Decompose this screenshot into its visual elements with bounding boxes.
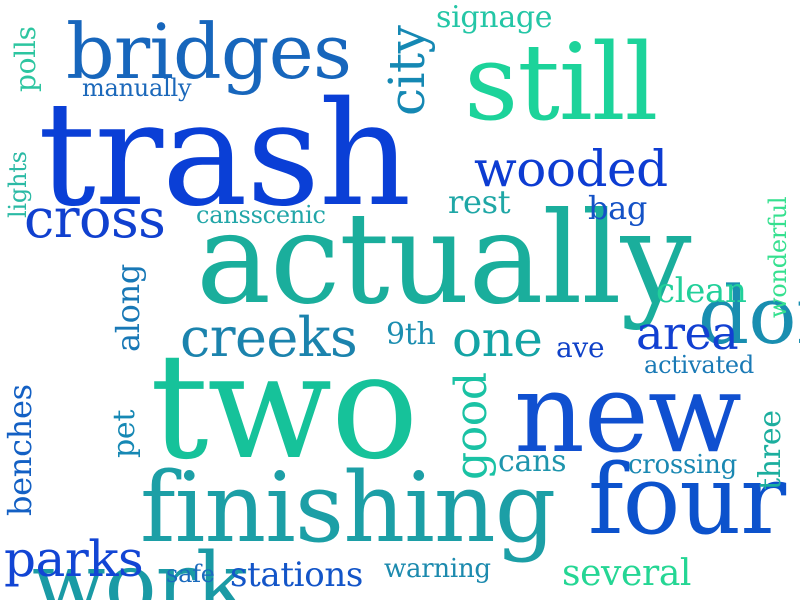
word-cans: cans <box>498 444 567 479</box>
word-several: several <box>562 553 692 594</box>
word-warning: warning <box>384 554 491 584</box>
word-cansscenic: cansscenic <box>196 201 326 229</box>
word-new: new <box>514 349 742 477</box>
word-creeks: creeks <box>180 306 358 369</box>
word-bag: bag <box>588 189 648 227</box>
word-three: three <box>753 410 788 490</box>
word-activated: activated <box>644 351 754 379</box>
word-still: still <box>464 21 658 144</box>
word-done: done <box>698 269 800 362</box>
word-actually: actually <box>196 185 692 332</box>
word-lights: lights <box>4 151 32 218</box>
word-ave: ave <box>556 331 605 364</box>
word-clean: clean <box>656 271 747 311</box>
word-finishing: finishing <box>140 452 556 564</box>
word-crossing: crossing <box>628 450 737 480</box>
word-benches: benches <box>1 384 39 516</box>
word-wonderful: wonderful <box>764 196 792 318</box>
word-area: area <box>636 306 739 360</box>
word-cross: cross <box>24 187 166 250</box>
word-pet: pet <box>107 409 142 458</box>
word-9th: 9th <box>386 317 436 352</box>
word-two: two <box>150 322 419 492</box>
word-trash: trash <box>38 70 411 238</box>
word-parks: parks <box>4 530 144 588</box>
word-stations: stations <box>230 555 364 595</box>
word-polls: polls <box>9 26 42 92</box>
word-signage: signage <box>436 0 553 35</box>
word-safe: safe <box>166 560 215 588</box>
word-four: four <box>588 444 786 556</box>
word-bridges: bridges <box>66 7 352 96</box>
word-good: good <box>446 372 497 480</box>
word-manually: manually <box>82 74 192 102</box>
word-rest: rest <box>448 183 511 221</box>
word-wooded: wooded <box>474 140 668 198</box>
word-along: along <box>109 263 147 352</box>
word-one: one <box>452 310 543 368</box>
word-city: city <box>378 25 436 116</box>
word-work: work <box>32 535 248 600</box>
